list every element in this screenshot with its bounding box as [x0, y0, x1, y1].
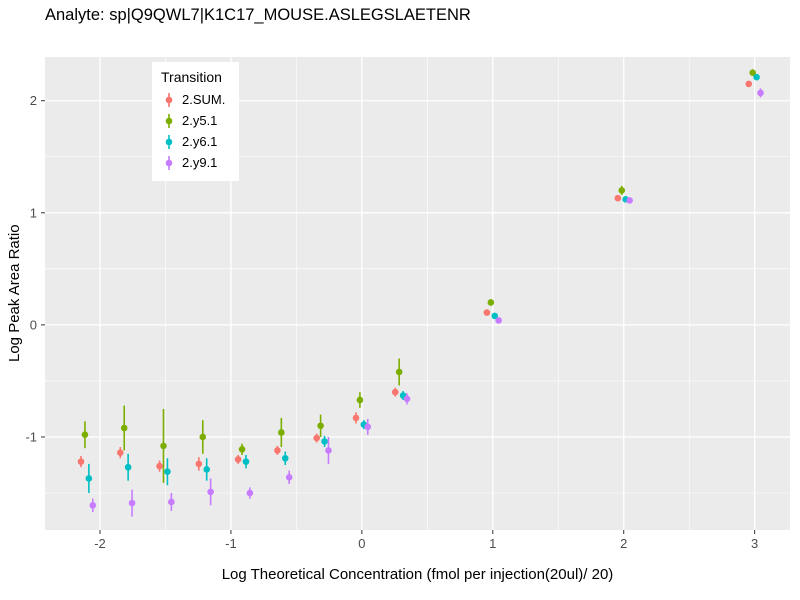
data-point — [156, 462, 163, 470]
data-point — [285, 474, 293, 481]
data-point — [160, 442, 167, 450]
data-point — [85, 475, 93, 482]
x-tick-label: 1 — [489, 536, 496, 551]
data-point — [281, 454, 289, 462]
legend-key-pointrange-icon — [165, 92, 173, 107]
data-point — [403, 395, 411, 403]
data-point — [124, 463, 132, 471]
legend-items: 2.SUM. 2.y5.1 2.y6.1 2.y9.1 — [161, 89, 225, 173]
data-point — [745, 80, 753, 88]
data-point — [203, 466, 211, 473]
data-point — [199, 433, 207, 441]
legend-title: Transition — [161, 69, 222, 85]
y-axis-label: Log Peak Area Ratio — [6, 224, 23, 363]
data-point — [207, 488, 214, 496]
legend-key-pointrange-icon — [165, 134, 173, 149]
x-tick-label: -1 — [225, 536, 237, 551]
data-point — [81, 431, 89, 439]
data-point — [234, 456, 242, 463]
data-point — [278, 429, 285, 436]
data-point — [325, 447, 332, 454]
data-point — [626, 197, 633, 204]
legend-key-dot — [165, 138, 173, 145]
legend-item: 2.y9.1 — [161, 152, 225, 173]
legend-item: 2.y5.1 — [161, 110, 225, 131]
data-point — [356, 396, 364, 404]
legend-item-label: 2.y6.1 — [182, 134, 218, 149]
data-point — [321, 438, 328, 445]
x-axis-label: Log Theoretical Concentration (fmol per … — [221, 566, 614, 583]
data-point — [618, 187, 626, 194]
x-tick-label: 3 — [751, 536, 758, 551]
data-point — [495, 317, 502, 324]
legend-item: 2.SUM. — [161, 89, 225, 110]
data-point — [317, 422, 324, 430]
data-point — [491, 312, 499, 320]
data-point — [313, 434, 320, 442]
x-tick-label: 2 — [620, 536, 627, 551]
data-point — [164, 468, 171, 476]
legend-item-label: 2.y9.1 — [182, 155, 218, 170]
y-tick-label: 2 — [30, 93, 37, 108]
legend-key-pointrange-icon — [165, 113, 173, 128]
data-point — [753, 73, 760, 81]
legend-key-pointrange-icon — [165, 155, 173, 170]
data-point — [487, 299, 495, 306]
legend: Transition 2.SUM. 2.y5.1 2.y6.1 2.y9.1 — [152, 62, 240, 181]
data-point — [168, 498, 175, 506]
data-point — [195, 460, 203, 468]
data-point — [246, 489, 254, 497]
y-tick-label: 1 — [30, 205, 37, 220]
data-point — [77, 458, 85, 465]
legend-item-label: 2.SUM. — [182, 92, 226, 107]
data-point — [391, 388, 399, 396]
y-tick-label: -1 — [25, 429, 37, 444]
data-point — [89, 502, 97, 509]
data-point — [238, 445, 246, 453]
legend-item: 2.y6.1 — [161, 131, 225, 152]
legend-key-dot — [165, 117, 173, 124]
data-point — [128, 499, 136, 507]
data-point — [757, 89, 764, 97]
data-point — [483, 309, 491, 316]
y-tick-label: 0 — [30, 317, 37, 332]
data-point — [120, 424, 128, 432]
data-point — [274, 447, 281, 454]
data-point — [242, 458, 250, 465]
data-point — [364, 423, 372, 431]
data-point — [749, 69, 756, 76]
x-tick-label: -2 — [94, 536, 106, 551]
plot-title: Analyte: sp|Q9QWL7|K1C17_MOUSE.ASLEGSLAE… — [45, 6, 471, 24]
legend-key-dot — [165, 96, 173, 103]
legend-key-dot — [165, 159, 173, 166]
data-point — [614, 194, 622, 202]
data-point — [395, 368, 403, 376]
data-point — [352, 414, 360, 422]
data-point — [116, 449, 124, 456]
legend-item-label: 2.y5.1 — [182, 113, 218, 128]
x-tick-label: 0 — [358, 536, 365, 551]
